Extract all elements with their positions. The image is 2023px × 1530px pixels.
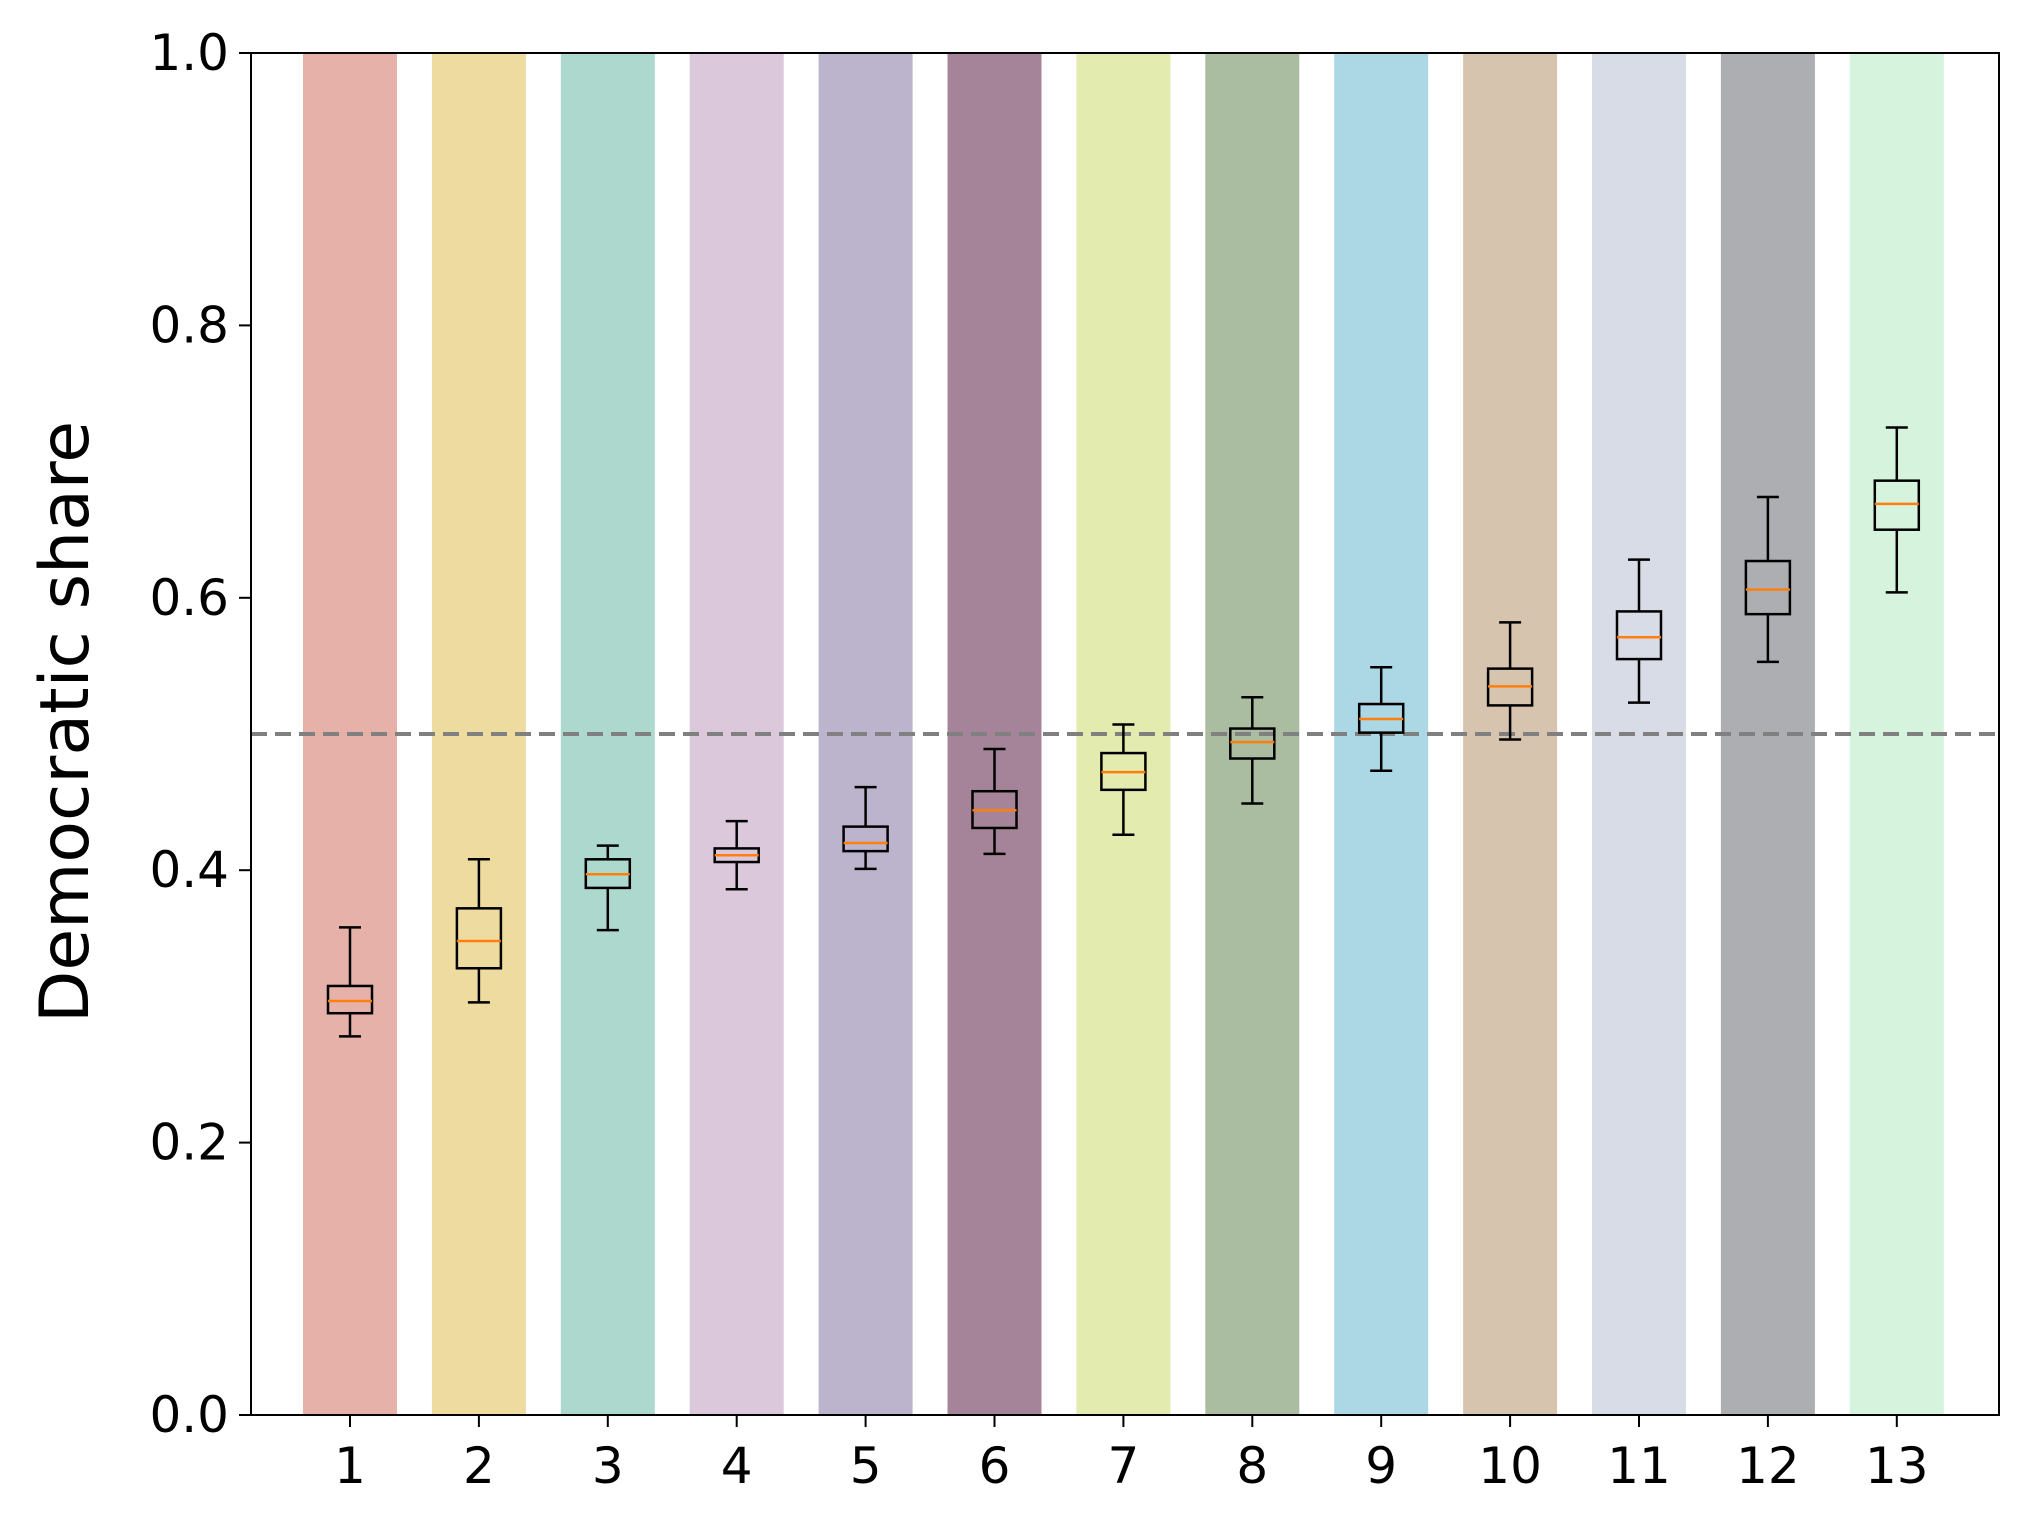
- x-tick-label: 1: [334, 1437, 366, 1495]
- y-axis-title: Democratic share: [26, 421, 105, 1023]
- box-iqr: [1744, 559, 1792, 616]
- x-tick-label: 7: [1107, 1437, 1139, 1495]
- x-tick-label: 3: [592, 1437, 624, 1495]
- x-tick-label: 5: [850, 1437, 882, 1495]
- box-group: [713, 819, 760, 891]
- plot-frame: [250, 52, 2000, 1416]
- x-tick-label: 12: [1736, 1437, 1800, 1495]
- box-group: [455, 858, 503, 1004]
- box-iqr: [455, 907, 503, 970]
- x-tick-label: 10: [1478, 1437, 1542, 1495]
- y-tick-label: 0.0: [149, 1386, 229, 1444]
- x-tick-label: 8: [1236, 1437, 1268, 1495]
- y-tick-label: 0.2: [149, 1114, 229, 1172]
- y-tick-label: 0.6: [149, 569, 229, 627]
- x-tick-label: 13: [1865, 1437, 1929, 1495]
- x-tick-label: 2: [463, 1437, 495, 1495]
- box-group: [1357, 666, 1405, 773]
- x-axis: 1 2 3 4 5 6 7 8 9 10 11 12 13: [334, 1415, 1929, 1495]
- x-tick-label: 4: [721, 1437, 753, 1495]
- y-axis: 0.0 0.2 0.4 0.6 0.8 1.0: [149, 24, 251, 1444]
- box-group: [1486, 621, 1534, 741]
- box-group: [1873, 426, 1921, 594]
- y-tick-label: 0.8: [149, 296, 229, 354]
- box-group: [584, 844, 632, 932]
- box-iqr: [842, 825, 889, 853]
- box-group: [1229, 695, 1276, 805]
- x-tick-label: 11: [1607, 1437, 1671, 1495]
- x-tick-label: 6: [979, 1437, 1011, 1495]
- box-group: [326, 926, 374, 1038]
- box-iqr: [326, 984, 374, 1015]
- box-group: [1100, 723, 1147, 837]
- y-tick-label: 0.4: [149, 841, 229, 899]
- y-tick-label: 1.0: [149, 24, 229, 82]
- box-iqr: [1229, 727, 1276, 760]
- x-tick-label: 9: [1365, 1437, 1397, 1495]
- box-iqr: [1615, 610, 1663, 661]
- box-group: [1744, 495, 1792, 664]
- box-group: [842, 785, 889, 871]
- box-group: [1615, 558, 1663, 704]
- box-group: [971, 747, 1018, 856]
- box-series: [326, 426, 1921, 1038]
- box-iqr: [1873, 479, 1921, 531]
